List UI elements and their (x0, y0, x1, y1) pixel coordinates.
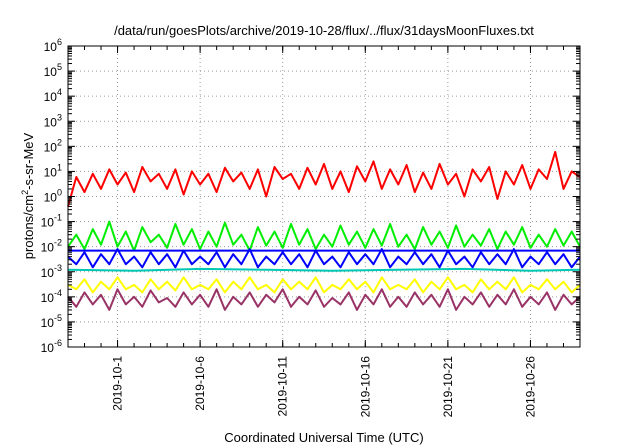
y-axis-label-sup: 2 (20, 190, 30, 195)
y-axis-label: protons/cm2-s-sr-MeV (20, 132, 36, 259)
y-tick-label: 10-5 (41, 313, 62, 330)
y-tick-label: 103 (44, 112, 62, 129)
y-tick-label: 100 (44, 188, 62, 205)
y-tick-labels: 10-6 10-5 10-4 10-3 10-2 10-1 100 101 102 103 104 1… (41, 37, 62, 355)
y-tick-label: 10-3 (41, 263, 62, 280)
series-line-2 (67, 267, 581, 272)
x-tick-label: 2019-10-6 (193, 356, 207, 411)
x-tick-label: 2019-10-21 (441, 356, 455, 418)
x-tick-label: 2019-10-1 (111, 356, 125, 411)
y-tick-label: 10-1 (41, 213, 62, 230)
x-tick-label: 2019-10-16 (358, 356, 372, 418)
chart-title: /data/run/goesPlots/archive/2019-10-28/f… (114, 23, 534, 38)
x-axis-label: Coordinated Universal Time (UTC) (224, 430, 423, 445)
series-line-0 (67, 150, 581, 207)
y-axis-label-rest: -s-sr-MeV (21, 132, 36, 189)
y-tick-label: 102 (44, 137, 62, 154)
series-line-5 (67, 276, 581, 294)
y-axis-label-main: protons/cm (21, 195, 36, 259)
y-tick-label: 101 (44, 162, 62, 179)
y-tick-label: 106 (44, 37, 62, 54)
tick-layer (67, 45, 581, 348)
y-tick-label: 10-4 (41, 288, 62, 305)
y-tick-label: 105 (44, 62, 62, 79)
grid-layer (68, 46, 580, 347)
series-layer (67, 150, 581, 311)
y-tick-label: 10-6 (41, 338, 62, 355)
series-line-1 (67, 220, 581, 252)
x-tick-label: 2019-10-11 (276, 356, 290, 417)
series-line-3 (67, 248, 581, 269)
series-line-6 (67, 288, 581, 311)
y-tick-label: 104 (44, 87, 62, 104)
x-tick-labels: 2019-10-1 2019-10-6 2019-10-11 2019-10-16 20… (111, 356, 538, 418)
y-tick-label: 10-2 (41, 238, 62, 255)
x-tick-label: 2019-10-26 (523, 356, 537, 418)
